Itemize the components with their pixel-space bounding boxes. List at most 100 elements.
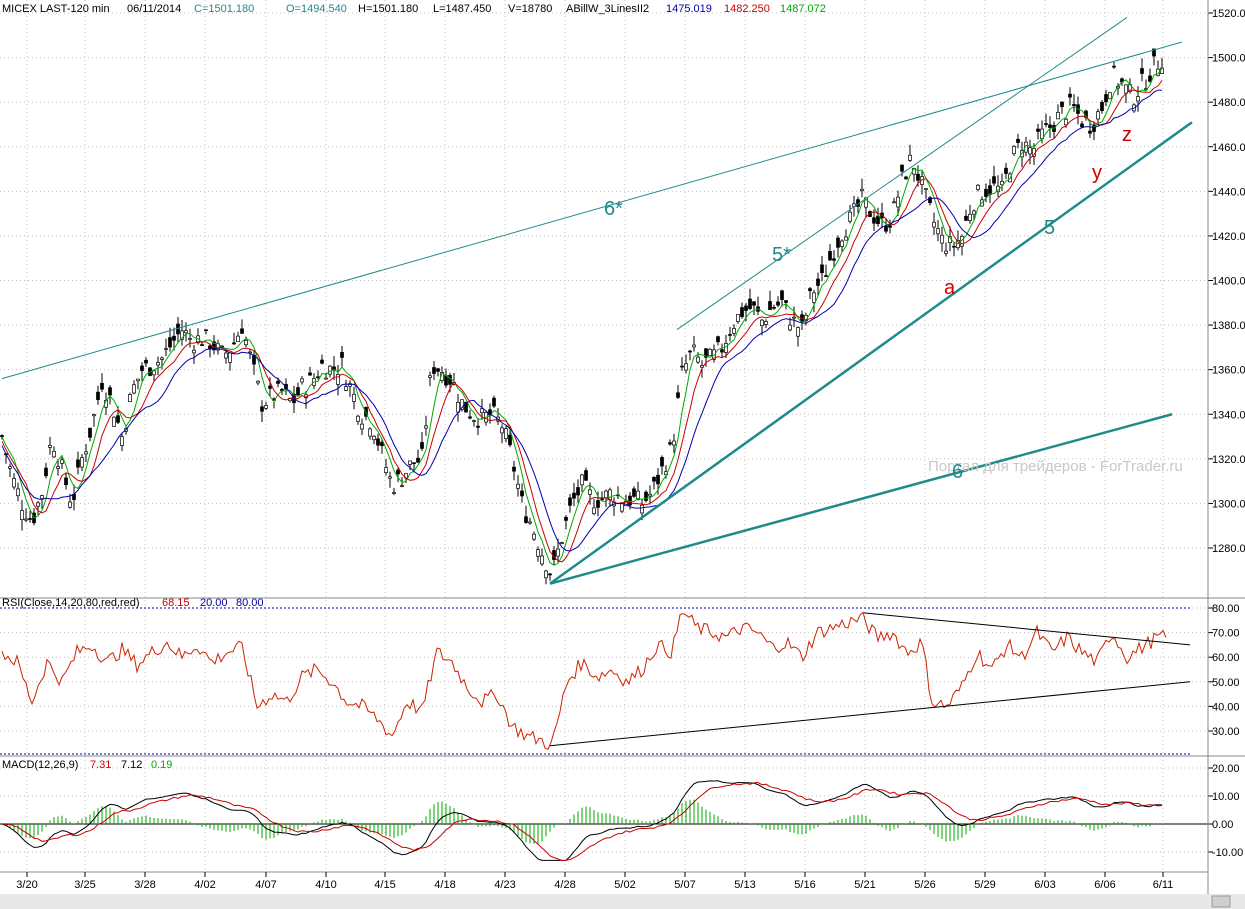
candle-body bbox=[1104, 94, 1108, 103]
candle-body bbox=[1000, 180, 1004, 186]
x-tick-label: 6/03 bbox=[1034, 879, 1055, 891]
candle-body bbox=[988, 185, 992, 195]
rsi-ytick-label: 50.00 bbox=[1212, 677, 1240, 689]
macd-ytick-label: 10.00 bbox=[1212, 791, 1240, 803]
trendline-5star bbox=[676, 17, 1128, 330]
candle-body bbox=[172, 335, 176, 341]
candle-body bbox=[184, 330, 188, 334]
candle-body bbox=[536, 549, 540, 557]
x-tick-label: 4/23 bbox=[494, 879, 515, 891]
candle-body bbox=[964, 215, 968, 221]
candle-body bbox=[424, 425, 428, 429]
candle-body bbox=[1080, 123, 1084, 128]
rsi-ytick-label: 80.00 bbox=[1212, 603, 1240, 615]
candle-body bbox=[896, 196, 900, 208]
candle-body bbox=[384, 467, 388, 473]
candle-body bbox=[436, 368, 440, 372]
candle-body bbox=[1100, 101, 1104, 111]
label-six: 6 bbox=[952, 461, 963, 483]
x-tick-label: 5/21 bbox=[854, 879, 875, 891]
scrollbar-thumb[interactable] bbox=[1211, 895, 1231, 908]
candle-body bbox=[224, 352, 228, 359]
candle-body bbox=[492, 397, 496, 407]
header-high: H=1501.180 bbox=[358, 3, 418, 15]
x-tick-label: 6/11 bbox=[1153, 879, 1174, 891]
candle-body bbox=[168, 337, 172, 348]
candle-body bbox=[900, 164, 904, 172]
candle-body bbox=[704, 348, 708, 358]
candle-body bbox=[660, 457, 664, 467]
price-ytick-label: 1280.00 bbox=[1212, 543, 1245, 555]
candle-body bbox=[328, 365, 332, 375]
watermark: Портал для трейдеров - ForTrader.ru bbox=[928, 458, 1183, 475]
candle-body bbox=[904, 176, 908, 180]
candle-body bbox=[308, 372, 312, 376]
macd-signal-line bbox=[1, 781, 1163, 862]
price-panel-bg bbox=[0, 0, 1208, 598]
candle-body bbox=[112, 416, 116, 427]
candle-body bbox=[684, 363, 688, 371]
x-tick-label: 5/07 bbox=[674, 879, 695, 891]
candle-body bbox=[764, 321, 768, 325]
candle-body bbox=[92, 414, 96, 417]
scrollbar[interactable] bbox=[0, 894, 1245, 909]
candle-body bbox=[832, 258, 836, 261]
candle-body bbox=[1044, 123, 1048, 125]
x-axis-ticks: 3/20 3/25 3/28 4/02 4/07 4/10 4/15 4/18 4/23 4/28… bbox=[16, 872, 1173, 891]
candle-body bbox=[320, 359, 324, 364]
candle-body bbox=[376, 438, 380, 446]
x-tick-label: 3/25 bbox=[74, 879, 95, 891]
candle-body bbox=[604, 490, 608, 499]
candle-body bbox=[1096, 111, 1100, 120]
candle-body bbox=[100, 382, 104, 390]
price-ytick-label: 1380.00 bbox=[1212, 320, 1245, 332]
candle-body bbox=[696, 356, 700, 363]
rsi-ytick-label: 30.00 bbox=[1212, 726, 1240, 738]
candle-body bbox=[1108, 92, 1112, 100]
rsi-trendline-bottom bbox=[549, 681, 1191, 747]
candle-body bbox=[1064, 118, 1068, 126]
candle-body bbox=[400, 485, 404, 487]
candle-body bbox=[48, 445, 52, 448]
candle-body bbox=[372, 435, 376, 441]
candle-body bbox=[792, 316, 796, 319]
candle-body bbox=[560, 542, 564, 544]
macd-v1: 7.31 bbox=[90, 759, 111, 771]
candle-body bbox=[56, 466, 60, 469]
candle-body bbox=[1016, 138, 1020, 143]
candle-body bbox=[648, 493, 652, 497]
ma-green-line bbox=[1, 68, 1163, 566]
candle-body bbox=[1148, 75, 1152, 82]
candle-body bbox=[368, 428, 372, 437]
price-ytick-label: 1400.00 bbox=[1212, 276, 1245, 288]
candle-body bbox=[528, 521, 532, 524]
candle-body bbox=[752, 301, 756, 306]
candle-body bbox=[932, 221, 936, 228]
candle-body bbox=[1136, 96, 1140, 102]
x-tick-label: 4/15 bbox=[374, 879, 395, 891]
candle-body bbox=[96, 391, 100, 400]
candle-body bbox=[344, 386, 348, 391]
header-ind-v2: 1482.250 bbox=[724, 3, 770, 15]
price-ytick-label: 1420.00 bbox=[1212, 231, 1245, 243]
candle-body bbox=[828, 251, 832, 261]
x-tick-label: 5/26 bbox=[914, 879, 935, 891]
candle-body bbox=[1028, 147, 1032, 155]
header-ind-v3: 1487.072 bbox=[780, 3, 826, 15]
price-y-axis: 1520.00 1500.00 1480.00 1460.00 1440.00 1420.… bbox=[1208, 8, 1245, 555]
candle-body bbox=[448, 375, 452, 385]
candle-body bbox=[332, 366, 336, 371]
candle-body bbox=[428, 375, 432, 378]
candle-body bbox=[544, 570, 548, 579]
candle-body bbox=[620, 503, 624, 512]
candle-body bbox=[120, 436, 124, 447]
candle-body bbox=[848, 211, 852, 222]
candle-body bbox=[740, 307, 744, 318]
candle-body bbox=[968, 213, 972, 221]
candle-body bbox=[500, 427, 504, 434]
candle-body bbox=[984, 189, 988, 197]
candle-body bbox=[68, 501, 72, 508]
candle-body bbox=[412, 462, 416, 465]
candle-body bbox=[160, 357, 164, 360]
